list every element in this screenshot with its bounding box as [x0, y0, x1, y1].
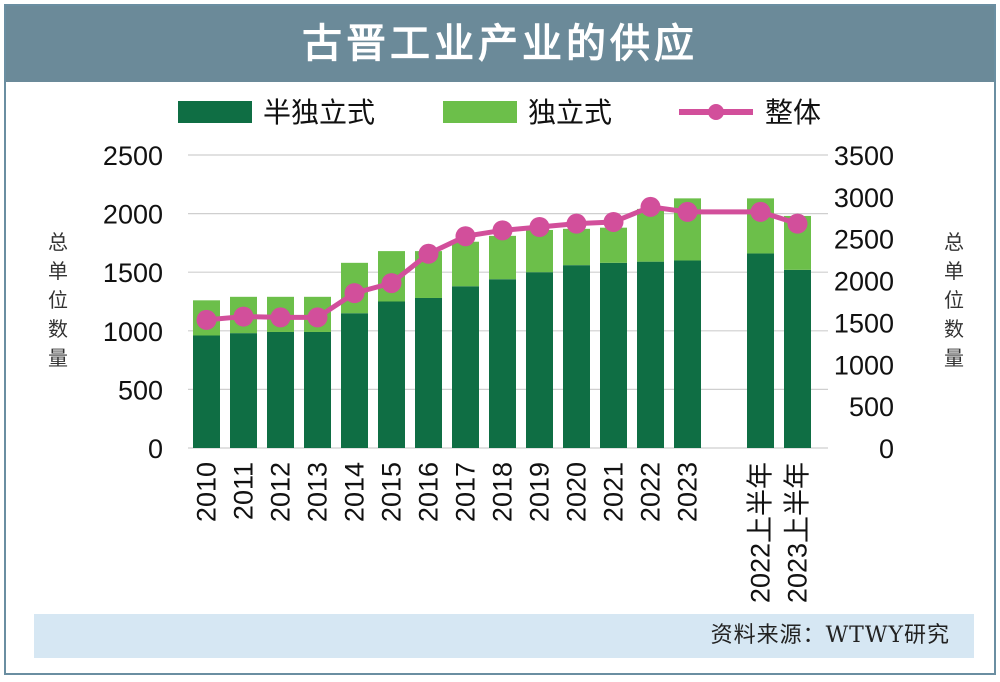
axis-title-char: 位: [48, 288, 68, 312]
axis-title-char: 单: [48, 259, 68, 283]
bar-semi-detached: [674, 260, 701, 448]
total-point: [270, 307, 291, 328]
axis-title-char: 位: [944, 288, 964, 312]
right-tick-label: 2500: [834, 225, 894, 255]
source-bar: 资料来源：WTWY研究: [34, 614, 974, 658]
x-tick-label: 2017: [451, 462, 481, 522]
left-tick-label: 500: [118, 375, 163, 405]
legend: 半独立式 独立式 整体: [178, 96, 821, 129]
bar-detached: [600, 227, 627, 263]
x-tick-label: 2023: [673, 462, 703, 522]
bar-semi-detached: [600, 262, 627, 448]
x-tick-label: 2022上半年: [746, 462, 776, 603]
axis-title-char: 量: [944, 346, 964, 370]
x-tick-label: 2014: [340, 462, 370, 522]
bar-semi-detached: [415, 297, 442, 448]
chart-svg: 半独立式 独立式 整体 0 500 1000 1500 2000 2500 0 500 100…: [48, 96, 964, 603]
right-tick-label: 2000: [834, 267, 894, 297]
bar-detached: [563, 228, 590, 266]
bar-semi-detached: [563, 265, 590, 448]
total-point: [566, 213, 587, 234]
total-point: [233, 306, 254, 327]
bar-semi-detached: [230, 333, 257, 448]
axis-title-char: 总: [48, 230, 68, 254]
x-axis-ticks: 2010 2011 2012 2013 2014 2015 2016 2017 2018 2019…: [192, 462, 813, 603]
title-bar: 古晋工业产业的供应: [6, 6, 994, 82]
right-tick-label: 1000: [834, 350, 894, 380]
bar-semi-detached: [526, 272, 553, 448]
right-tick-label: 0: [879, 434, 894, 464]
bar-semi-detached: [452, 286, 479, 448]
total-point: [603, 211, 624, 232]
total-point: [677, 201, 698, 222]
total-point: [418, 243, 439, 264]
total-point: [492, 220, 513, 241]
bar-detached: [637, 208, 664, 262]
x-tick-label: 2022: [636, 462, 666, 522]
total-point: [307, 307, 328, 328]
bar-semi-detached: [747, 253, 774, 448]
legend-swatch-total-marker: [708, 104, 724, 120]
x-tick-label: 2011: [229, 462, 259, 520]
x-tick-label: 2019: [525, 462, 555, 522]
bar-detached: [526, 230, 553, 273]
left-tick-label: 0: [148, 434, 163, 464]
x-tick-label: 2016: [414, 462, 444, 522]
bar-semi-detached: [784, 269, 811, 448]
left-tick-label: 2500: [103, 141, 163, 171]
total-point: [529, 216, 550, 237]
bar-detached: [489, 235, 516, 280]
axis-title-char: 单: [944, 259, 964, 283]
total-point: [750, 201, 771, 222]
x-tick-label: 2018: [488, 462, 518, 522]
source-text: 资料来源：WTWY研究: [710, 623, 950, 648]
bar-semi-detached: [304, 331, 331, 448]
bar-detached: [452, 241, 479, 287]
bar-semi-detached: [267, 331, 294, 448]
total-point: [344, 283, 365, 304]
left-tick-label: 1000: [103, 317, 163, 347]
right-tick-label: 1500: [834, 308, 894, 338]
total-line-path: [206, 204, 799, 323]
bar-semi-detached: [378, 301, 405, 448]
right-tick-label: 3500: [834, 141, 894, 171]
legend-label-semi-detached: 半独立式: [263, 96, 375, 129]
right-axis-ticks: 0 500 1000 1500 2000 2500 3000 3500: [834, 141, 894, 464]
legend-label-detached: 独立式: [528, 96, 612, 129]
total-line: [196, 196, 808, 330]
x-tick-label: 2013: [303, 462, 333, 522]
x-tick-label: 2020: [562, 462, 592, 522]
x-tick-label: 2021: [599, 462, 629, 522]
bar-semi-detached: [637, 261, 664, 448]
x-tick-label: 2023上半年: [783, 462, 813, 603]
chart-title: 古晋工业产业的供应: [302, 21, 698, 67]
total-point: [787, 213, 808, 234]
bar-semi-detached: [489, 279, 516, 448]
x-tick-label: 2012: [266, 462, 296, 522]
legend-swatch-detached: [443, 101, 517, 123]
legend-swatch-semi-detached: [178, 101, 252, 123]
total-point: [640, 196, 661, 217]
x-tick-label: 2010: [192, 462, 222, 522]
bar-semi-detached: [193, 335, 220, 448]
total-point: [196, 309, 217, 330]
axis-title-char: 量: [48, 346, 68, 370]
legend-label-total: 整体: [765, 96, 821, 129]
x-tick-label: 2015: [377, 462, 407, 522]
right-tick-label: 500: [849, 392, 894, 422]
total-point: [381, 273, 402, 294]
axis-title-char: 总: [944, 230, 964, 254]
left-axis-ticks: 0 500 1000 1500 2000 2500: [103, 141, 163, 464]
axis-title-char: 数: [944, 317, 964, 341]
right-tick-label: 3000: [834, 183, 894, 213]
left-tick-label: 1500: [103, 258, 163, 288]
bar-semi-detached: [341, 313, 368, 448]
axis-title-char: 数: [48, 317, 68, 341]
total-point: [455, 226, 476, 247]
chart-frame: 古晋工业产业的供应 半独立式 独立式 整体 0 500 1000 1500 2000 25…: [4, 4, 996, 675]
left-tick-label: 2000: [103, 200, 163, 230]
